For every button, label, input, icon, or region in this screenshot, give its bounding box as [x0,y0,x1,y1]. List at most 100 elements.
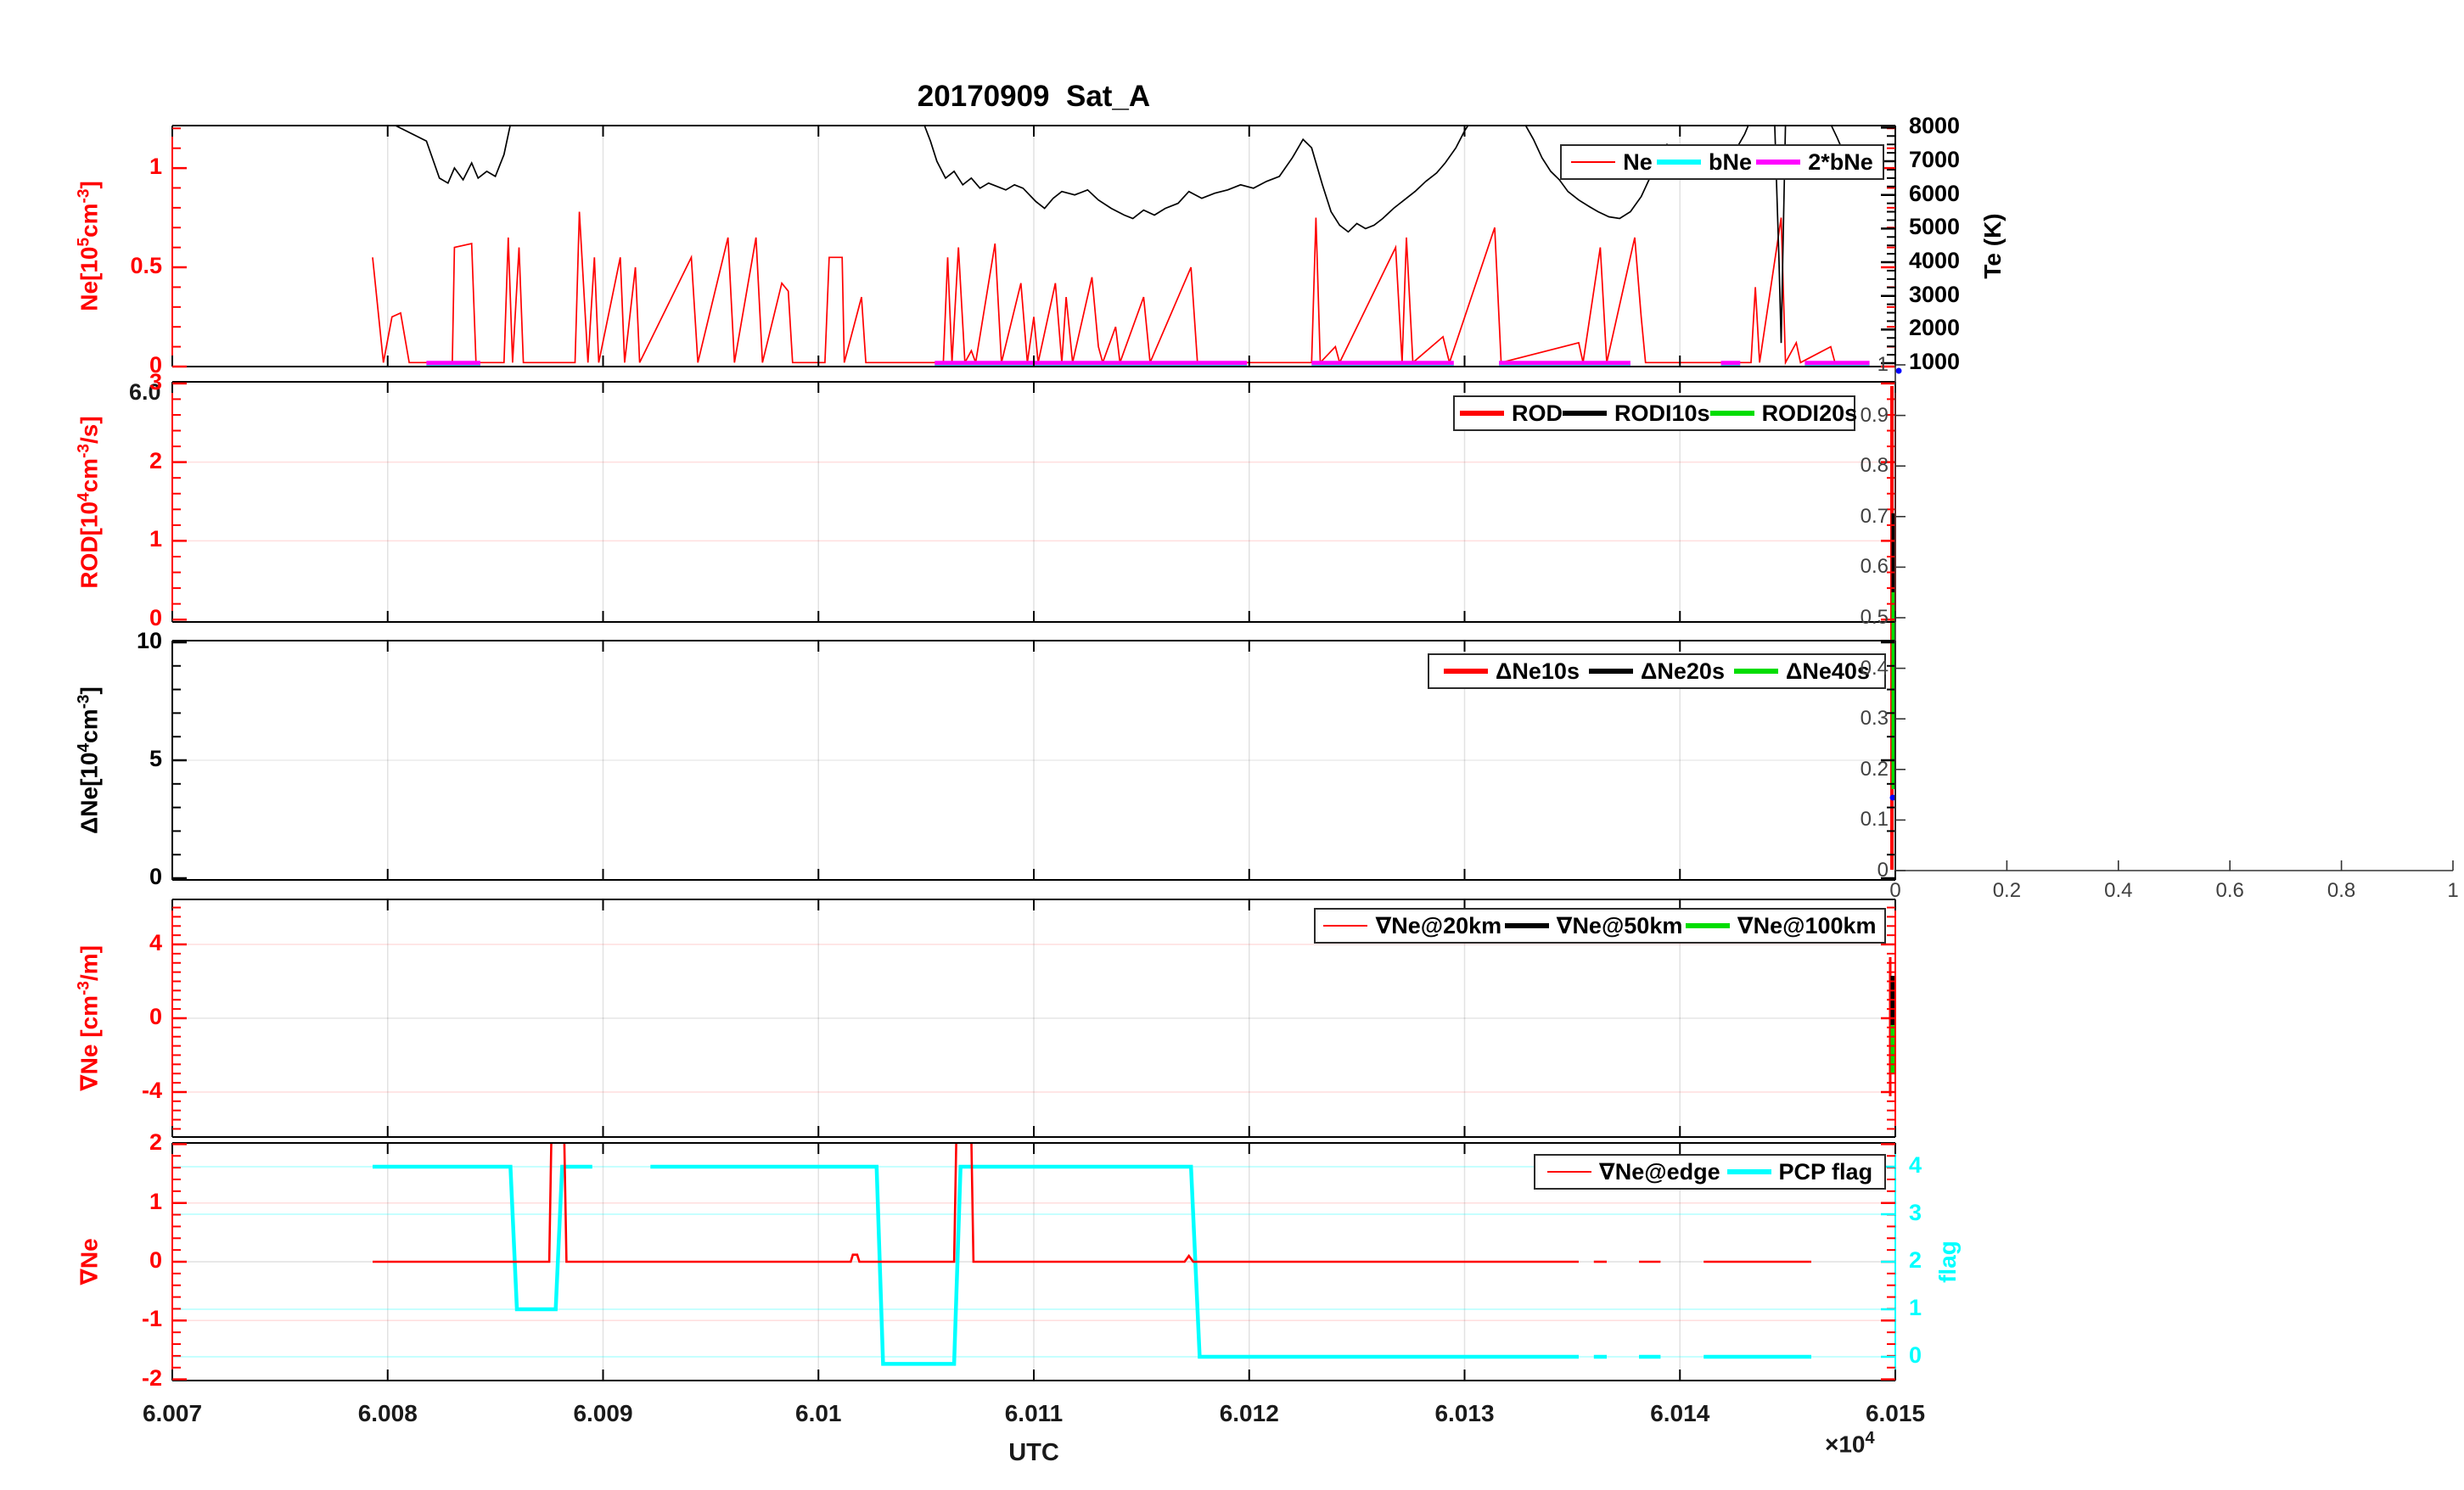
legend-item: ∇Ne@100km [1685,912,1877,939]
overlay-y-tick-label: 0.5 [1860,606,1889,629]
legend-item-label: ΔNe20s [1640,658,1725,684]
y-axis-label-part: ] [76,686,103,695]
artifact-dot [1895,367,1902,374]
series--Ne@edge [373,1143,1579,1263]
y-tick-label: -4 [141,1077,162,1103]
axis-multiplier: ×104 [1825,1429,1875,1458]
axis-multiplier-base: ×10 [1825,1431,1866,1458]
x-tick-label: 6.015 [1865,1400,1926,1426]
y-tick-label: -2 [141,1364,162,1391]
x-tick-label: 6.01 [795,1400,842,1426]
overlay-x-tick-label: 0.4 [2104,879,2133,902]
legend-item-label: RODI10s [1614,400,1710,426]
legend-item: ∇Ne@20km [1323,913,1501,939]
y-tick-label: 5 [149,746,162,771]
y-tick-label: 10 [136,627,162,653]
legend-item-label: ∇Ne@edge [1598,1158,1720,1185]
y-axis-label-right: flag [1934,1241,1961,1283]
y-tick-label-right: 1 [1909,1295,1922,1320]
legend-item-label: Ne [1623,148,1653,175]
overlay-y-tick-label: 0.7 [1860,504,1889,528]
overlay-y-tick-label: 0 [1877,859,1889,882]
legend-item: ΔNe10s [1444,658,1580,685]
x-tick-label: 6.011 [1004,1400,1064,1426]
y-tick-label: 3 [149,368,162,395]
y-tick-label-right: 4 [1909,1152,1922,1178]
overlay-x-tick-label: 0.6 [2215,879,2244,902]
legend-line-sample [1323,924,1368,927]
legend-item: 2*bNe [1756,149,1873,176]
y-tick-label: 4 [149,930,162,956]
y-axis-label-part: -3 [75,981,93,996]
overlay-y-tick-label: 0.1 [1860,808,1889,832]
legend-item-label: PCP flag [1778,1158,1873,1185]
y-tick-label: 0 [149,864,162,890]
legend-item: PCP flag [1726,1158,1873,1185]
overlay-y-tick-label: 0.9 [1860,403,1889,427]
y-tick-label: 0.5 [130,253,162,279]
y-axis-label-part: -3 [75,188,93,204]
y-axis-label-part: -3 [75,694,93,709]
x-tick-label: 6.014 [1650,1400,1710,1426]
y-tick-label-right: 7000 [1909,147,1961,173]
y-tick-label-right: 1000 [1909,349,1961,375]
legend-dne: ΔNe10s ΔNe20s ΔNe40s [1428,653,1886,689]
y-tick-label-right: 2000 [1909,315,1961,341]
y-tick-label-right: 8000 [1909,113,1961,139]
x-axis-title: UTC [1008,1439,1059,1466]
legend-line-sample [1733,669,1778,674]
overlay-x-tick-label: 0.2 [1992,879,2022,902]
x-tick-label: 6.008 [357,1400,418,1426]
legend-item: ΔNe20s [1588,658,1725,685]
y-tick-label: 0 [149,1004,162,1029]
y-axis-label-part: /s] [76,415,103,444]
x-tick-label: 6.009 [573,1400,633,1426]
legend-line-sample [1571,160,1616,164]
legend-item: RODI20s [1709,400,1858,427]
legend-item-label: ∇Ne@100km [1737,912,1877,938]
legend-line-sample [1709,411,1754,416]
y-tick-label: -1 [141,1306,162,1332]
chart-title: 20170909 Sat_A [917,80,1151,113]
series-PCP-flag [650,1164,1579,1366]
y-tick-label-right: 3000 [1909,281,1961,307]
y-tick-label: 2 [149,447,162,473]
legend-item: bNe [1656,148,1752,176]
legend-item-label: ROD [1512,400,1563,426]
legend-line-sample [1756,160,1801,165]
legend-line-sample [1444,669,1488,674]
stray-tick-text: 6.0 [129,379,161,405]
legend-item-label: RODI20s [1761,400,1858,426]
y-tick-label: 1 [149,526,162,552]
x-tick-label: 6.007 [142,1400,203,1426]
x-tick-label: 6.012 [1219,1400,1279,1426]
legend-edge: ∇Ne@edge PCP flag [1534,1154,1886,1190]
legend-line-sample [1546,1170,1591,1174]
legend-line-sample [1685,923,1730,928]
legend-line-sample [1460,411,1504,416]
legend-line-sample [1504,923,1549,928]
legend-rod: ROD RODI10s RODI20s [1453,395,1858,431]
legend-item-label: ΔNe40s [1785,658,1870,684]
legend-line-sample [1656,160,1701,165]
y-axis-label-right: Te (K) [1979,213,2006,279]
y-axis-label: ROD[104cm-3/s] [75,416,103,588]
y-tick-label: 0 [149,352,162,378]
y-tick-label: 1 [149,1188,162,1214]
legend-item-label: ∇Ne@50km [1556,912,1683,938]
legend-item: ∇Ne@edge [1546,1158,1720,1185]
legend-line-sample [1726,1169,1771,1174]
y-tick-label: 0 [149,1247,162,1273]
legend-item-label: 2*bNe [1808,148,1873,175]
series-Ne [372,211,1836,366]
y-tick-label-right: 0 [1909,1342,1922,1368]
legend-item: ΔNe40s [1733,658,1870,685]
overlay-y-tick-label: 0.6 [1860,555,1889,579]
y-tick-label-right: 2 [1909,1247,1922,1273]
legend-item: RODI10s [1563,401,1710,427]
y-axis-label-part: cm [76,709,103,743]
legend-item-label: bNe [1708,148,1752,175]
legend-line-sample [1563,411,1607,416]
overlay-x-tick-label: 1 [2447,879,2459,902]
